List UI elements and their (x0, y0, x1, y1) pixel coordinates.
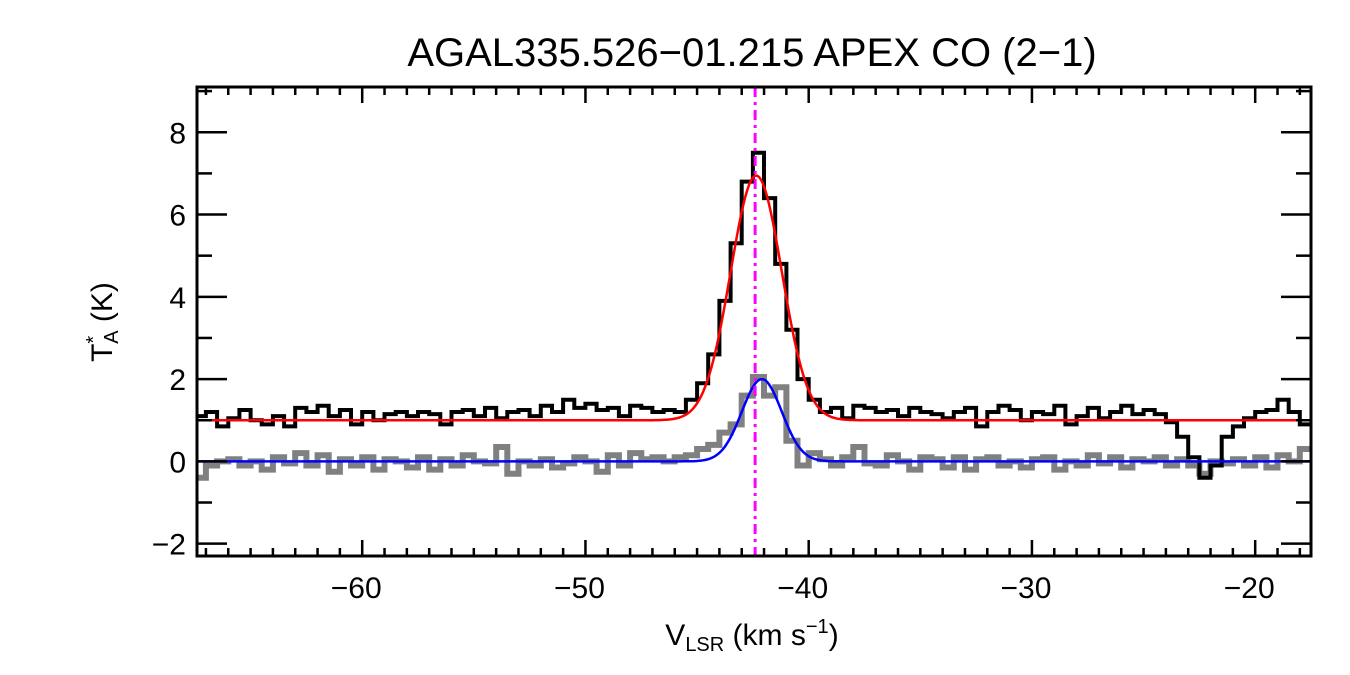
y-tick-label: 6 (169, 200, 186, 233)
plot-frame (195, 85, 1313, 558)
y-tick-label: 4 (169, 282, 186, 315)
x-axis-label: VLSR (km s−1) (665, 616, 838, 656)
y-tick-label: 0 (169, 446, 186, 479)
plot-area (197, 87, 1311, 556)
y-tick-label: −2 (152, 529, 186, 562)
x-tick-label: −30 (1000, 572, 1051, 605)
spectrum-black-histogram (197, 150, 1311, 480)
blue-gaussian-fit (197, 377, 1311, 463)
x-tick-label: −20 (1224, 572, 1275, 605)
y-tick-label: 8 (169, 117, 186, 150)
y-tick-label: 2 (169, 364, 186, 397)
x-tick-label: −40 (777, 572, 828, 605)
spectrum-gray-histogram (197, 374, 1311, 481)
y-axis-label: T*A (K) (83, 282, 123, 362)
chart-title: AGAL335.526−01.215 APEX CO (2−1) (407, 31, 1096, 75)
red-gaussian-fit (197, 174, 1311, 422)
x-tick-label: −60 (331, 572, 382, 605)
x-tick-label: −50 (554, 572, 605, 605)
